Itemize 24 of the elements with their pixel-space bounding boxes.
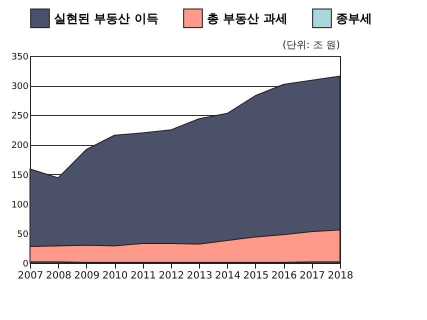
x-tick-label: 2008: [46, 270, 72, 282]
y-tick-label: 100: [11, 200, 29, 210]
x-tick-label: 2009: [74, 270, 100, 282]
x-tick-label: 2013: [186, 270, 212, 282]
x-tick-label: 2018: [328, 270, 354, 282]
y-tick-label: 150: [11, 170, 29, 181]
y-tick-label: 0: [22, 260, 29, 270]
text: (단위: 조 원): [282, 40, 340, 51]
y-tick-label: 350: [11, 52, 29, 62]
y-tick-label: 300: [11, 82, 29, 92]
legend-label: 종부세: [336, 11, 372, 26]
legend-label: 실현된 부동산 이득: [54, 11, 158, 26]
x-tick-label: 2012: [158, 270, 184, 282]
x-tick-label: 2016: [271, 270, 297, 282]
x-tick-label: 2007: [18, 270, 44, 282]
x-tick-label: 2015: [243, 270, 269, 282]
x-tick-label: 2011: [130, 270, 156, 282]
y-tick-label: 200: [11, 141, 29, 152]
x-tick-label: 2010: [102, 270, 128, 282]
y-tick-label: 50: [17, 230, 29, 240]
x-tick-label: 2014: [215, 270, 240, 282]
x-tick-label: 2017: [300, 270, 326, 282]
legend-label: 총 부동산 과세: [207, 11, 288, 26]
y-tick-label: 250: [11, 112, 29, 122]
